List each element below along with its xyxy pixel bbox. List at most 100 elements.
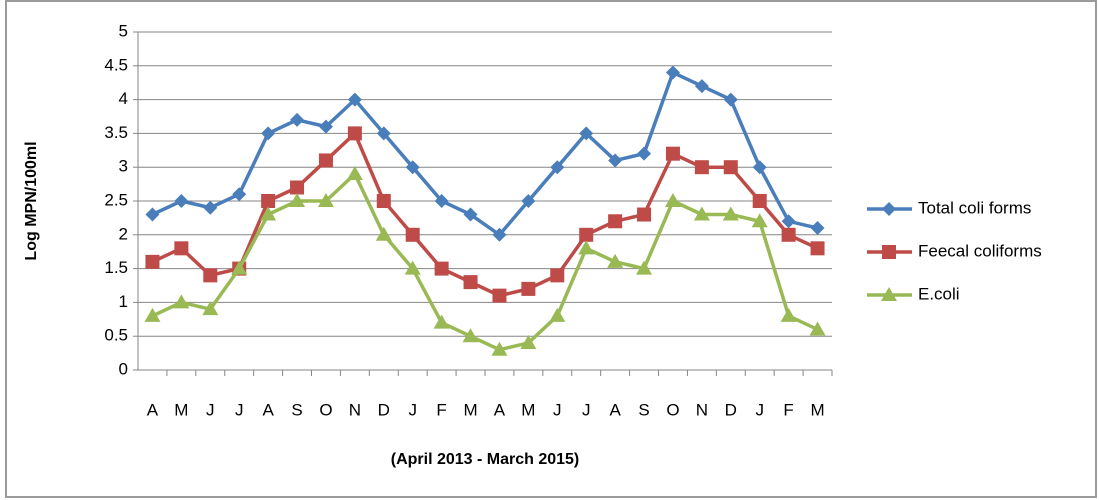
x-tick-label: D xyxy=(725,400,737,419)
x-tick-label: J xyxy=(755,400,764,419)
data-point xyxy=(492,288,507,303)
x-tick-label: M xyxy=(521,400,535,419)
data-point xyxy=(261,194,276,208)
data-point xyxy=(347,92,362,107)
data-point xyxy=(318,119,333,134)
y-tick-label: 3 xyxy=(119,157,128,176)
data-point xyxy=(636,260,653,275)
data-point xyxy=(550,160,565,175)
data-point xyxy=(463,275,478,290)
y-tick-label: 4 xyxy=(119,89,128,108)
data-point xyxy=(693,206,710,221)
x-tick-label: J xyxy=(235,400,244,419)
x-tick-label: A xyxy=(609,400,621,419)
data-point xyxy=(607,253,624,268)
y-tick-label: 2.5 xyxy=(104,190,128,209)
data-point xyxy=(608,153,623,168)
y-tick-label: 0 xyxy=(119,359,128,378)
data-point xyxy=(810,221,825,236)
data-point xyxy=(144,307,161,322)
data-point xyxy=(203,200,218,215)
data-point xyxy=(579,227,594,242)
data-point xyxy=(434,261,449,276)
data-point xyxy=(752,194,767,208)
data-point xyxy=(203,268,218,283)
data-point xyxy=(289,193,306,207)
y-tick-label: 3.5 xyxy=(104,123,128,142)
data-point xyxy=(637,207,652,222)
data-point xyxy=(404,260,421,275)
data-point xyxy=(376,194,391,208)
data-point xyxy=(318,153,333,168)
data-point xyxy=(665,146,680,161)
x-tick-label: M xyxy=(174,400,188,419)
legend-marker xyxy=(882,245,896,259)
data-point xyxy=(317,193,334,207)
x-tick-label: A xyxy=(262,400,274,419)
data-point xyxy=(290,180,305,195)
data-point xyxy=(375,226,392,241)
data-point xyxy=(347,126,362,141)
data-point xyxy=(608,214,623,229)
data-point xyxy=(434,194,449,208)
data-point xyxy=(174,194,189,208)
data-point xyxy=(521,281,536,296)
x-tick-label: N xyxy=(349,400,361,419)
y-tick-label: 4.5 xyxy=(104,55,128,74)
data-point xyxy=(665,65,680,80)
data-point xyxy=(664,193,681,207)
data-point xyxy=(174,241,189,256)
y-axis-label: Log MPN/100ml xyxy=(23,141,40,260)
legend-marker xyxy=(881,287,897,301)
data-point xyxy=(694,79,709,94)
data-point xyxy=(462,328,479,343)
x-tick-label: M xyxy=(463,400,477,419)
data-point xyxy=(231,260,248,275)
x-tick-label: J xyxy=(206,400,215,419)
x-tick-label: S xyxy=(638,400,649,419)
data-point xyxy=(549,307,566,322)
data-point xyxy=(694,160,709,175)
data-point xyxy=(578,240,595,255)
legend-label: Feecal coliforms xyxy=(918,241,1042,260)
x-tick-label: J xyxy=(408,400,417,419)
data-point xyxy=(781,214,796,229)
data-point xyxy=(346,165,363,180)
x-tick-label: O xyxy=(319,400,332,419)
data-point xyxy=(202,301,219,316)
legend-label: E.coli xyxy=(918,284,960,303)
frame xyxy=(5,0,1097,498)
y-tick-label: 1.5 xyxy=(104,258,128,277)
data-point xyxy=(722,206,739,221)
y-tick-label: 0.5 xyxy=(104,326,128,345)
data-point xyxy=(405,160,420,175)
series-line xyxy=(151,70,818,238)
data-point xyxy=(463,207,478,222)
data-point xyxy=(492,227,507,242)
legend-marker xyxy=(882,202,896,216)
data-point xyxy=(781,227,796,242)
data-point xyxy=(751,213,768,228)
data-point xyxy=(550,268,565,283)
data-point xyxy=(520,334,537,349)
data-point xyxy=(491,341,508,356)
data-point xyxy=(376,126,391,141)
data-point xyxy=(145,207,160,222)
data-point xyxy=(780,307,797,322)
data-point xyxy=(810,241,825,256)
data-point xyxy=(232,187,247,202)
data-point xyxy=(723,160,738,175)
data-point xyxy=(752,160,767,175)
data-point xyxy=(579,126,594,141)
x-tick-label: D xyxy=(378,400,390,419)
y-tick-label: 5 xyxy=(119,21,128,40)
data-point xyxy=(521,194,536,208)
x-tick-label: N xyxy=(696,400,708,419)
x-axis-label: (April 2013 - March 2015) xyxy=(391,451,580,468)
x-tick-label: M xyxy=(810,400,824,419)
x-tick-label: A xyxy=(494,400,506,419)
data-point xyxy=(261,126,276,141)
data-point xyxy=(260,206,277,221)
x-tick-label: O xyxy=(666,400,679,419)
